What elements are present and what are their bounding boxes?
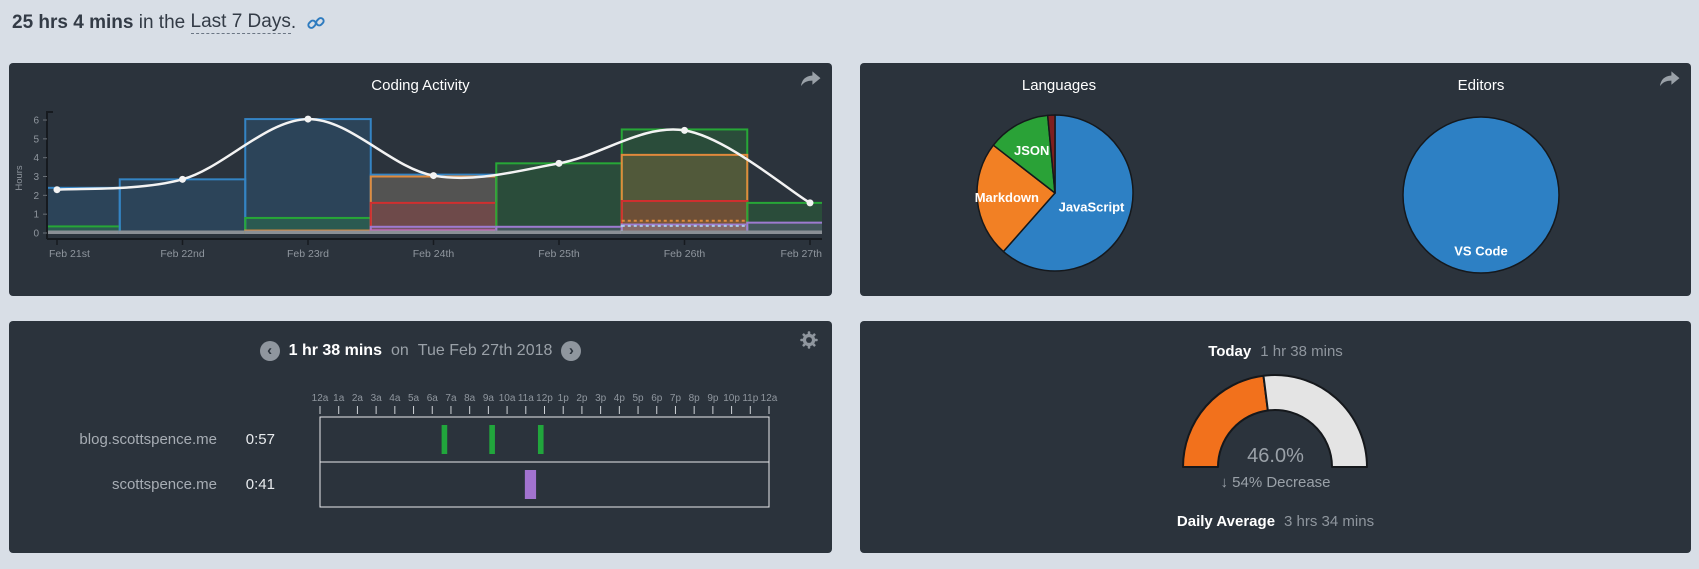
svg-text:JavaScript: JavaScript	[1059, 199, 1125, 214]
project-row: scottspence.me 0:41	[9, 462, 275, 507]
svg-text:8a: 8a	[464, 393, 476, 404]
svg-text:6a: 6a	[427, 393, 439, 404]
svg-text:12a: 12a	[761, 393, 778, 404]
timeline-nav: ‹ 1 hr 38 mins on Tue Feb 27th 2018 ›	[9, 341, 832, 361]
svg-text:2p: 2p	[576, 393, 588, 404]
range-link[interactable]: Last 7 Days	[190, 11, 291, 34]
svg-text:4a: 4a	[389, 393, 401, 404]
languages-title: Languages	[1021, 77, 1097, 94]
svg-text:Feb 23rd: Feb 23rd	[287, 248, 329, 260]
svg-text:5a: 5a	[408, 393, 420, 404]
svg-text:Feb 27th: Feb 27th	[781, 248, 823, 260]
timeline-date: Tue Feb 27th 2018	[417, 342, 553, 359]
svg-text:4: 4	[33, 153, 39, 164]
svg-text:2: 2	[33, 191, 39, 202]
svg-text:3p: 3p	[595, 393, 607, 404]
gauge-percent: 46.0%	[1247, 445, 1304, 467]
svg-text:Feb 24th: Feb 24th	[413, 248, 455, 260]
svg-text:8p: 8p	[689, 393, 701, 404]
day-total-time: 1 hr 38 mins	[288, 342, 382, 359]
project-label: scottspence.me	[111, 476, 217, 493]
daily-timeline-panel: ‹ 1 hr 38 mins on Tue Feb 27th 2018 › bl…	[9, 321, 832, 553]
down-arrow-icon: ↓	[1220, 474, 1228, 491]
svg-text:10a: 10a	[499, 393, 516, 404]
svg-text:12p: 12p	[536, 393, 553, 404]
delta-label: 54% Decrease	[1232, 474, 1331, 491]
project-row: blog.scottspence.me 0:57	[9, 417, 275, 462]
svg-text:1a: 1a	[333, 393, 345, 404]
languages-editors-panel: Languages Editors JavaScript Markdown JSON…	[860, 63, 1691, 296]
coding-activity-panel: Coding Activity 0 1 2 3 4 5 6 Feb 21st Feb 22nd F…	[9, 63, 832, 296]
svg-text:Feb 25th: Feb 25th	[538, 248, 580, 260]
svg-text:Feb 26th: Feb 26th	[664, 248, 706, 260]
svg-text:5p: 5p	[632, 393, 644, 404]
svg-text:3: 3	[33, 172, 39, 183]
svg-text:12a: 12a	[312, 393, 329, 404]
timeline-grid: 12a 1a 2a 3a 4a 5a 6a 7a 8a 9a 10a 11a 12p 1p 2p 3p 4p 5p…	[312, 393, 778, 508]
coding-activity-title: Coding Activity	[371, 77, 470, 94]
svg-text:2a: 2a	[352, 393, 364, 404]
today-gauge	[1182, 374, 1368, 468]
chain-link-icon[interactable]	[306, 13, 326, 33]
today-label: Today	[1208, 343, 1252, 360]
total-time: 25 hrs 4 mins	[12, 11, 134, 33]
svg-text:0: 0	[33, 229, 39, 240]
project-rows: blog.scottspence.me 0:57 scottspence.me 0:4…	[9, 417, 275, 507]
gear-icon[interactable]	[798, 329, 820, 351]
svg-text:Feb 21st: Feb 21st	[49, 248, 90, 260]
project-duration: 0:41	[245, 476, 275, 493]
svg-text:6: 6	[33, 116, 39, 127]
svg-text:1p: 1p	[558, 393, 570, 404]
svg-text:7a: 7a	[445, 393, 457, 404]
today-line: Today 1 hr 38 mins	[860, 343, 1691, 360]
svg-text:Feb 22nd: Feb 22nd	[160, 248, 205, 260]
editors-title: Editors	[1457, 77, 1505, 94]
summary-header: 25 hrs 4 mins in the Last 7 Days.	[12, 11, 326, 34]
svg-text:11p: 11p	[742, 393, 758, 404]
svg-text:JSON: JSON	[1014, 143, 1049, 158]
svg-text:4p: 4p	[614, 393, 626, 404]
next-day-button[interactable]: ›	[561, 341, 582, 361]
svg-text:9p: 9p	[707, 393, 719, 404]
languages-editors-pies: JavaScript Markdown JSON VS Code	[975, 114, 1560, 274]
gauge-delta: ↓ 54% Decrease	[860, 474, 1691, 491]
today-gauge-panel: Today 1 hr 38 mins 46.0% ↓ 54% Decrease D…	[860, 321, 1691, 553]
svg-text:3a: 3a	[371, 393, 383, 404]
svg-text:9a: 9a	[483, 393, 495, 404]
svg-text:1: 1	[33, 210, 39, 221]
svg-text:Markdown: Markdown	[975, 190, 1039, 205]
share-icon[interactable]	[1658, 70, 1681, 89]
prev-day-button[interactable]: ‹	[259, 341, 280, 361]
header-period: .	[290, 11, 297, 33]
today-value: 1 hr 38 mins	[1260, 343, 1343, 360]
project-duration: 0:57	[245, 431, 275, 448]
daily-average-line: Daily Average 3 hrs 34 mins	[860, 513, 1691, 530]
svg-text:Hours: Hours	[14, 165, 25, 191]
project-label: blog.scottspence.me	[79, 431, 217, 448]
daily-average-value: 3 hrs 34 mins	[1284, 513, 1375, 530]
svg-text:6p: 6p	[651, 393, 663, 404]
header-connector: in the	[133, 11, 191, 33]
svg-text:11a: 11a	[518, 393, 534, 404]
daily-average-label: Daily Average	[1176, 513, 1276, 530]
timeline-on-text: on	[390, 342, 409, 359]
svg-text:7p: 7p	[670, 393, 682, 404]
svg-text:VS Code: VS Code	[1454, 244, 1507, 259]
coding-activity-chart: 0 1 2 3 4 5 6 Feb 21st Feb 22nd Feb 23rd Feb 24th F…	[14, 111, 823, 260]
svg-text:5: 5	[33, 134, 39, 145]
share-icon[interactable]	[799, 70, 822, 89]
svg-text:10p: 10p	[723, 393, 740, 404]
